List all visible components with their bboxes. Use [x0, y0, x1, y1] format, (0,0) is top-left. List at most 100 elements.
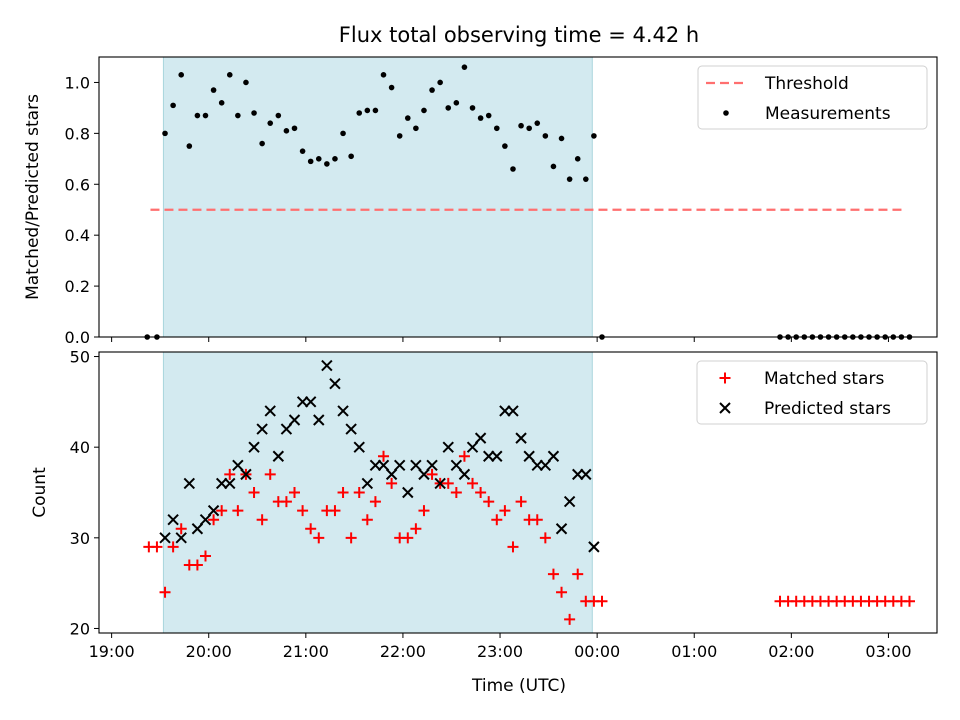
plot-area — [143, 359, 915, 625]
matched-star-marker — [450, 487, 462, 498]
y-tick-label: 20 — [70, 619, 90, 638]
y-axis-label: Matched/Predicted stars — [23, 94, 43, 300]
legend-label: Matched stars — [764, 369, 884, 389]
measurement-point — [518, 122, 524, 129]
predicted-star-marker — [215, 477, 228, 490]
measurement-point — [477, 115, 484, 121]
matched-star-marker — [483, 496, 495, 508]
measurement-point — [299, 148, 306, 154]
predicted-star-marker — [572, 468, 584, 481]
predicted-star-marker — [474, 432, 487, 444]
predicted-star-marker — [264, 405, 276, 417]
predicted-star-marker — [426, 459, 438, 472]
matched-star-marker — [547, 568, 559, 580]
predicted-star-marker — [191, 523, 204, 535]
measurement-point — [421, 107, 427, 114]
matched-star-marker — [572, 568, 584, 580]
predicted-star-marker — [321, 359, 333, 372]
legend-predicted-swatch — [719, 402, 731, 414]
matched-star-marker — [426, 468, 438, 480]
measurement-point — [291, 125, 298, 132]
predicted-star-marker — [313, 414, 325, 426]
top-panel: 0.0 0.2 0.4 0.6 0.8 1.0 Matched/Predicted star… — [23, 56, 938, 347]
predicted-star-marker — [329, 378, 341, 390]
predicted-star-marker — [224, 477, 236, 490]
measurement-point — [396, 133, 403, 139]
measurement-point — [218, 100, 225, 106]
matched-star-marker — [345, 532, 357, 544]
y-axis-label: Count — [30, 467, 50, 518]
measurement-point — [226, 72, 233, 78]
measurement-point — [178, 72, 185, 78]
measurement-point — [558, 135, 565, 142]
predicted-star-marker — [434, 477, 446, 490]
predicted-star-marker — [240, 468, 252, 481]
measurement-point — [243, 79, 249, 86]
predicted-star-marker — [369, 459, 382, 472]
predicted-star-marker — [547, 450, 560, 462]
measurement-point — [550, 163, 557, 170]
measurement-point — [380, 72, 387, 78]
matched-star-marker — [467, 477, 479, 489]
matched-star-marker — [280, 496, 292, 508]
predicted-star-marker — [523, 450, 535, 462]
matched-star-marker — [499, 505, 511, 517]
matched-star-marker — [442, 477, 454, 489]
matched-star-marker — [475, 487, 487, 498]
matched-star-marker — [199, 550, 211, 562]
x-axis-label: Time (UTC) — [471, 676, 566, 696]
predicted-star-marker — [539, 459, 552, 472]
matched-star-marker — [402, 532, 414, 544]
chart-title: Flux total observing time = 4.42 h — [339, 23, 699, 47]
x-tick-label: 03:00 — [865, 642, 911, 661]
legend-matched-swatch — [719, 372, 731, 384]
measurement-point — [510, 166, 516, 172]
predicted-star-marker — [393, 459, 406, 472]
measurement-point — [210, 87, 217, 93]
y-tick-label: 30 — [70, 529, 90, 548]
predicted-star-marker — [588, 541, 600, 553]
predicted-star-marker — [531, 459, 543, 472]
measurement-point — [413, 125, 419, 132]
predicted-star-marker — [385, 468, 398, 481]
measurement-point — [348, 153, 354, 160]
matched-star-marker — [337, 487, 349, 498]
y-tick-label: 0.4 — [65, 226, 90, 245]
x-tick-label: 20:00 — [186, 642, 232, 661]
legend-label: Predicted stars — [764, 399, 891, 419]
matched-star-marker — [564, 613, 576, 625]
measurement-point — [235, 112, 241, 119]
measurement-point — [186, 143, 193, 149]
predicted-star-marker — [377, 459, 390, 472]
measurement-point — [469, 105, 476, 111]
measurement-point — [202, 112, 209, 119]
y-tick-label: 0.2 — [65, 277, 90, 296]
predicted-star-marker — [280, 423, 293, 435]
predicted-star-marker — [515, 432, 527, 444]
matched-star-marker — [264, 468, 276, 480]
matched-star-marker — [539, 532, 551, 544]
measurement-point — [324, 161, 330, 167]
y-tick-label: 50 — [70, 348, 90, 367]
matched-star-marker — [353, 487, 365, 498]
matched-star-marker — [256, 514, 268, 526]
matched-star-marker — [458, 450, 470, 462]
measurement-point — [485, 112, 492, 119]
predicted-star-marker — [167, 513, 179, 526]
matched-star-marker — [289, 487, 301, 498]
measurement-point — [445, 105, 452, 111]
predicted-star-marker — [272, 450, 285, 462]
y-tick-label: 0.0 — [65, 328, 90, 347]
measurement-point — [364, 107, 371, 114]
measurement-point — [275, 112, 282, 119]
measurement-point — [453, 100, 460, 106]
measurement-point — [170, 102, 176, 109]
predicted-star-marker — [442, 441, 454, 453]
predicted-star-marker — [402, 486, 414, 499]
legend-label: Threshold — [764, 74, 849, 94]
matched-star-marker — [175, 523, 187, 535]
matched-star-marker — [248, 487, 260, 498]
measurement-point — [502, 143, 508, 149]
measurement-point — [566, 176, 573, 182]
